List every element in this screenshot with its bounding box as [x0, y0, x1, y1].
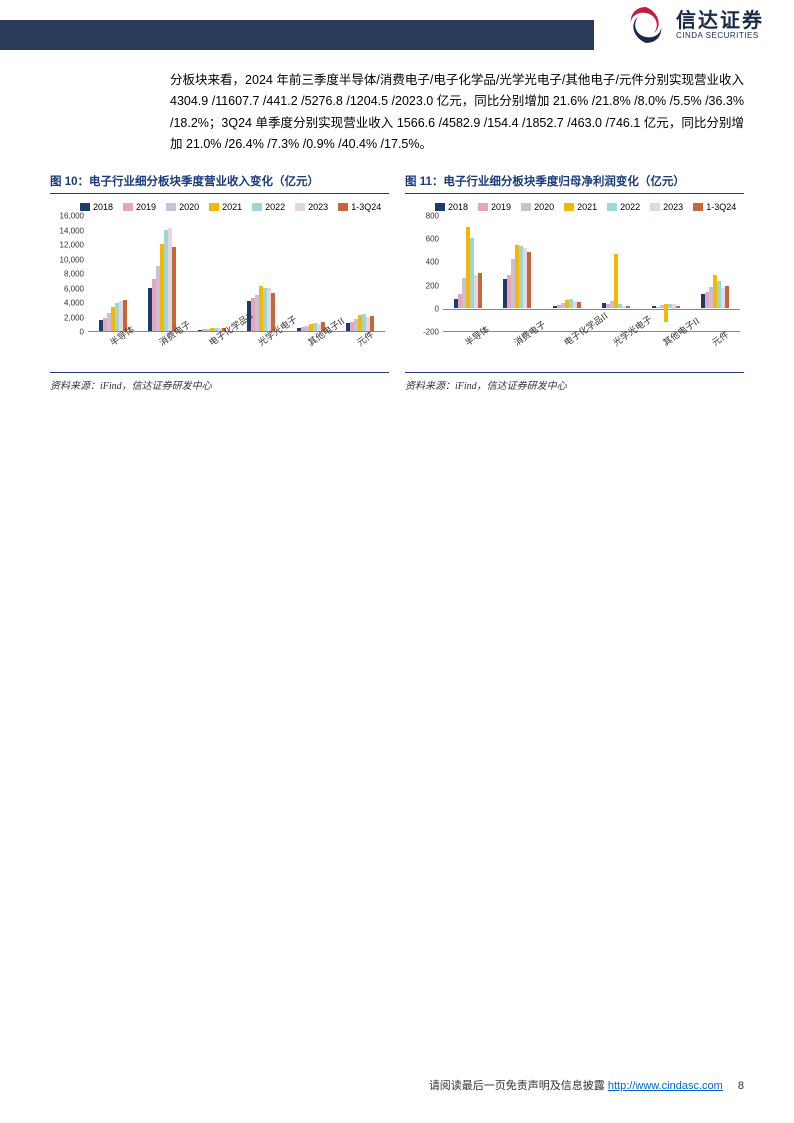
bar-group — [454, 227, 482, 308]
legend-item: 2021 — [209, 202, 242, 212]
legend-item: 1-3Q24 — [338, 202, 381, 212]
charts-row: 图 10：电子行业细分板块季度营业收入变化（亿元） 20182019202020… — [0, 173, 794, 392]
legend-item: 2023 — [650, 202, 683, 212]
legend-item: 2022 — [607, 202, 640, 212]
logo-swirl-icon — [624, 3, 668, 47]
bar-group — [701, 275, 729, 307]
footer-link[interactable]: http://www.cindasc.com — [608, 1080, 723, 1092]
bar-group — [602, 254, 630, 307]
bar-group — [148, 228, 176, 331]
legend-item: 2020 — [521, 202, 554, 212]
body-paragraph: 分板块来看，2024 年前三季度半导体/消费电子/电子化学品/光学光电子/其他电… — [170, 70, 744, 155]
header-stripe — [0, 20, 594, 50]
bar-group — [503, 245, 531, 308]
chart-10-source: 资料来源：iFind，信达证券研发中心 — [50, 372, 389, 392]
chart-11-canvas: -2000200400600800 半导体消费电子电子化学品II光学光电子其他电… — [405, 216, 744, 366]
bar-group — [346, 314, 374, 331]
legend-item: 2019 — [478, 202, 511, 212]
legend-item: 2021 — [564, 202, 597, 212]
bar-group — [652, 304, 680, 307]
chart-11: 图 11：电子行业细分板块季度归母净利润变化（亿元） 2018201920202… — [405, 173, 744, 392]
page-number: 8 — [738, 1080, 744, 1092]
legend-item: 2023 — [295, 202, 328, 212]
bar-group — [553, 299, 581, 308]
bar-group — [247, 286, 275, 331]
legend-item: 2018 — [435, 202, 468, 212]
chart-10-legend: 2018 2019 2020 2021 2022 2023 1-3Q24 — [50, 202, 389, 212]
body-content: 分板块来看，2024 年前三季度半导体/消费电子/电子化学品/光学光电子/其他电… — [0, 50, 794, 155]
logo-cn-text: 信达证券 — [676, 10, 764, 32]
legend-item: 2020 — [166, 202, 199, 212]
logo-en-text: CINDA SECURITIES — [676, 32, 764, 41]
chart-10: 图 10：电子行业细分板块季度营业收入变化（亿元） 20182019202020… — [50, 173, 389, 392]
legend-item: 2022 — [252, 202, 285, 212]
chart-11-source: 资料来源：iFind，信达证券研发中心 — [405, 372, 744, 392]
page-header: 信达证券 CINDA SECURITIES — [0, 0, 794, 50]
legend-item: 2018 — [80, 202, 113, 212]
page-footer: 请阅读最后一页免责声明及信息披露 http://www.cindasc.com … — [429, 1077, 744, 1093]
chart-10-title: 图 10：电子行业细分板块季度营业收入变化（亿元） — [50, 173, 389, 194]
legend-item: 1-3Q24 — [693, 202, 736, 212]
chart-11-legend: 2018 2019 2020 2021 2022 2023 1-3Q24 — [405, 202, 744, 212]
legend-item: 2019 — [123, 202, 156, 212]
footer-text: 请阅读最后一页免责声明及信息披露 — [429, 1080, 605, 1092]
brand-logo: 信达证券 CINDA SECURITIES — [594, 0, 794, 50]
chart-11-title: 图 11：电子行业细分板块季度归母净利润变化（亿元） — [405, 173, 744, 194]
chart-10-canvas: 02,0004,0006,0008,00010,00012,00014,0001… — [50, 216, 389, 366]
